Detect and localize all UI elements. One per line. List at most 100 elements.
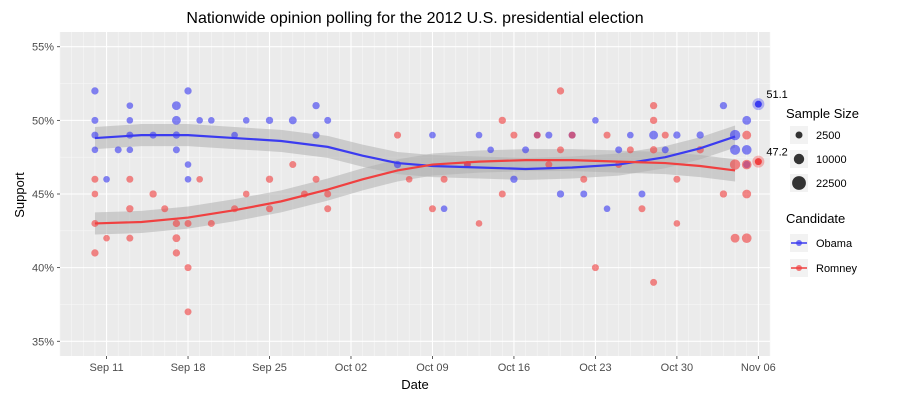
size-legend: Sample Size 2500 10000 22500 bbox=[786, 106, 859, 192]
poll-point-romney bbox=[266, 205, 274, 213]
poll-point-obama bbox=[324, 116, 332, 124]
result-point-obama bbox=[754, 100, 762, 108]
poll-points bbox=[91, 87, 752, 316]
poll-point-romney bbox=[149, 190, 157, 198]
poll-point-obama bbox=[603, 205, 611, 213]
poll-point-romney bbox=[184, 219, 192, 227]
poll-point-obama bbox=[265, 116, 274, 125]
poll-point-romney bbox=[324, 205, 332, 213]
x-tick-label: Oct 02 bbox=[335, 362, 367, 374]
x-axis-ticks: Sep 11 Sep 18 Sep 25 Oct 02 Oct 09 Oct 16 Oct … bbox=[90, 356, 776, 374]
poll-point-romney bbox=[265, 175, 274, 183]
poll-point-obama bbox=[661, 146, 669, 154]
size-legend-label: 22500 bbox=[816, 178, 847, 190]
poll-point-romney bbox=[196, 175, 203, 183]
poll-point-obama bbox=[207, 117, 215, 124]
x-tick-label: Nov 06 bbox=[741, 362, 776, 374]
poll-point-romney bbox=[649, 146, 658, 154]
poll-point-romney bbox=[661, 131, 669, 139]
poll-point-romney bbox=[475, 220, 483, 227]
poll-point-romney bbox=[510, 131, 518, 139]
poll-point-romney bbox=[673, 220, 681, 227]
poll-point-obama bbox=[171, 115, 181, 125]
size-legend-title: Sample Size bbox=[786, 106, 859, 121]
y-tick-label: 45% bbox=[32, 189, 54, 201]
poll-point-romney bbox=[591, 264, 599, 272]
x-tick-label: Sep 11 bbox=[90, 362, 124, 374]
poll-point-romney bbox=[741, 159, 752, 170]
x-tick-label: Oct 16 bbox=[498, 362, 530, 374]
poll-point-obama bbox=[545, 131, 553, 139]
poll-point-romney bbox=[741, 233, 752, 244]
poll-point-obama bbox=[171, 101, 181, 111]
y-tick-label: 50% bbox=[32, 115, 54, 127]
y-tick-label: 35% bbox=[32, 336, 54, 348]
poll-point-romney bbox=[556, 87, 565, 95]
poll-point-obama bbox=[638, 190, 646, 198]
poll-point-obama bbox=[742, 115, 752, 125]
poll-point-romney bbox=[545, 161, 553, 169]
poll-point-romney bbox=[498, 116, 506, 125]
x-tick-label: Sep 18 bbox=[171, 362, 206, 374]
poll-point-obama bbox=[91, 146, 99, 154]
poll-point-obama bbox=[719, 101, 728, 110]
poll-point-obama bbox=[522, 146, 530, 154]
poll-point-obama bbox=[196, 117, 203, 124]
trend-line-romney bbox=[94, 159, 736, 225]
y-tick-label: 40% bbox=[32, 263, 54, 275]
poll-point-obama bbox=[184, 87, 192, 95]
poll-point-romney bbox=[126, 205, 134, 213]
poll-point-obama bbox=[91, 87, 99, 95]
poll-point-obama bbox=[231, 131, 238, 139]
poll-point-romney bbox=[126, 234, 134, 242]
chart-title: Nationwide opinion polling for the 2012 … bbox=[186, 10, 643, 27]
poll-point-romney bbox=[207, 219, 215, 227]
poll-point-romney bbox=[91, 249, 99, 257]
candidate-legend-title: Candidate bbox=[786, 211, 845, 226]
poll-point-obama bbox=[184, 161, 192, 168]
size-legend-dot bbox=[793, 153, 805, 165]
x-tick-label: Oct 09 bbox=[416, 362, 448, 374]
poll-point-romney bbox=[324, 190, 332, 198]
poll-point-romney bbox=[312, 175, 320, 183]
poll-point-romney bbox=[91, 175, 99, 183]
trend-lines bbox=[94, 133, 736, 225]
poll-point-obama bbox=[312, 101, 320, 110]
poll-point-obama bbox=[475, 131, 483, 139]
poll-point-romney bbox=[242, 190, 250, 198]
poll-point-obama bbox=[103, 175, 110, 183]
poll-point-obama bbox=[615, 146, 623, 154]
poll-point-romney bbox=[533, 131, 541, 139]
poll-point-obama bbox=[696, 131, 704, 139]
poll-point-romney bbox=[289, 161, 297, 169]
candidate-legend: Candidate Obama Romney bbox=[786, 211, 857, 277]
poll-point-romney bbox=[172, 219, 181, 228]
poll-point-romney bbox=[126, 175, 134, 183]
poll-point-romney bbox=[184, 264, 192, 272]
x-tick-label: Oct 23 bbox=[579, 362, 611, 374]
poll-point-romney bbox=[103, 234, 110, 242]
poll-point-romney bbox=[649, 116, 658, 125]
result-label-obama: 51.1 bbox=[766, 89, 787, 101]
candidate-legend-dot bbox=[796, 265, 802, 271]
poll-point-obama bbox=[556, 190, 565, 198]
poll-point-romney bbox=[91, 190, 99, 198]
poll-point-romney bbox=[719, 190, 728, 198]
trend-line-obama bbox=[94, 133, 736, 171]
poll-point-romney bbox=[580, 175, 588, 183]
poll-point-romney bbox=[498, 190, 506, 198]
poll-point-romney bbox=[556, 146, 564, 154]
poll-point-obama bbox=[91, 116, 99, 124]
poll-point-obama bbox=[487, 146, 494, 154]
candidate-legend-label: Obama bbox=[816, 238, 853, 250]
poll-point-obama bbox=[741, 144, 752, 155]
x-axis-title: Date bbox=[401, 377, 428, 392]
poll-point-romney bbox=[428, 205, 436, 213]
poll-point-obama bbox=[172, 146, 180, 154]
poll-point-romney bbox=[638, 205, 646, 213]
size-legend-dot bbox=[795, 131, 803, 139]
poll-point-obama bbox=[126, 146, 134, 154]
poll-point-obama bbox=[184, 175, 192, 183]
poll-point-romney bbox=[650, 278, 658, 286]
